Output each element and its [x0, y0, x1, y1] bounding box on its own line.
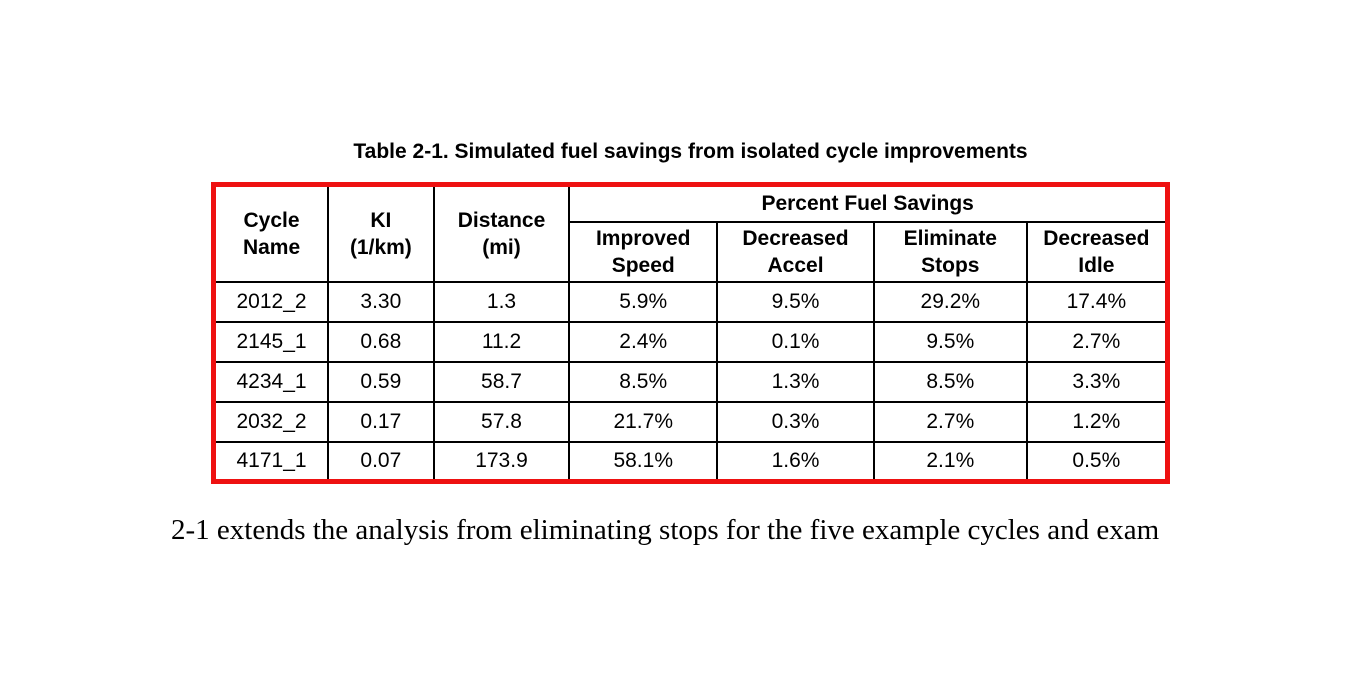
cell-eliminate-stops: 29.2%: [872, 280, 1028, 323]
cell-decreased-idle: 2.7%: [1025, 320, 1169, 363]
cell-decreased-accel: 1.6%: [716, 440, 875, 483]
table-row: 4234_1 0.59 58.7 8.5% 1.3% 8.5% 3.3%: [212, 360, 1169, 403]
header-row-sub: Improved Speed Decreased Accel Eliminate…: [214, 220, 1169, 283]
cell-distance: 1.3: [432, 280, 571, 323]
col-header-decreased-accel: Decreased Accel: [716, 220, 875, 283]
col-header-improved-speed: Improved Speed: [568, 220, 719, 283]
table-row: 2145_1 0.68 11.2 2.4% 0.1% 9.5% 2.7%: [212, 320, 1169, 363]
cell-eliminate-stops: 2.1%: [872, 440, 1028, 483]
table-row: 4171_1 0.07 173.9 58.1% 1.6% 2.1% 0.5%: [212, 440, 1169, 483]
cell-eliminate-stops: 9.5%: [872, 320, 1028, 363]
cell-distance: 58.7: [432, 360, 571, 403]
cell-ki: 0.59: [327, 360, 435, 403]
cell-decreased-accel: 0.1%: [716, 320, 875, 363]
body-text: 2-1 extends the analysis from eliminatin…: [171, 514, 1160, 546]
cell-distance: 11.2: [432, 320, 571, 363]
cell-ki: 0.17: [327, 400, 435, 443]
cell-eliminate-stops: 8.5%: [872, 360, 1028, 403]
group-header-percent-fuel-savings: Percent Fuel Savings: [568, 183, 1169, 223]
cell-decreased-accel: 0.3%: [716, 400, 875, 443]
cell-cycle-name: 2032_2: [212, 400, 330, 443]
cell-cycle-name: 4234_1: [212, 360, 330, 403]
col-header-cycle-name: Cycle Name: [212, 183, 330, 283]
cell-decreased-idle: 0.5%: [1025, 440, 1169, 483]
cell-distance: 173.9: [432, 440, 571, 483]
cell-decreased-accel: 1.3%: [716, 360, 875, 403]
cell-improved-speed: 5.9%: [568, 280, 719, 323]
table-row: 2012_2 3.30 1.3 5.9% 9.5% 29.2% 17.4%: [212, 280, 1169, 323]
table-row: 2032_2 0.17 57.8 21.7% 0.3% 2.7% 1.2%: [212, 400, 1169, 443]
cell-improved-speed: 58.1%: [568, 440, 719, 483]
cell-improved-speed: 21.7%: [568, 400, 719, 443]
cell-improved-speed: 2.4%: [568, 320, 719, 363]
cell-cycle-name: 2145_1: [212, 320, 330, 363]
col-header-eliminate-stops: Eliminate Stops: [872, 220, 1028, 283]
cell-cycle-name: 2012_2: [212, 280, 330, 323]
col-header-ki: KI (1/km): [327, 183, 435, 283]
cell-decreased-idle: 3.3%: [1025, 360, 1169, 403]
cell-cycle-name: 4171_1: [212, 440, 330, 483]
table-caption: Table 2-1. Simulated fuel savings from i…: [353, 140, 1028, 163]
col-header-decreased-idle: Decreased Idle: [1025, 220, 1169, 283]
cell-decreased-accel: 9.5%: [716, 280, 875, 323]
cell-decreased-idle: 1.2%: [1025, 400, 1169, 443]
cell-eliminate-stops: 2.7%: [872, 400, 1028, 443]
cell-ki: 0.68: [327, 320, 435, 363]
cell-ki: 3.30: [327, 280, 435, 323]
cell-ki: 0.07: [327, 440, 435, 483]
col-header-distance: Distance (mi): [432, 183, 571, 283]
cell-decreased-idle: 17.4%: [1025, 280, 1169, 323]
cell-improved-speed: 8.5%: [568, 360, 719, 403]
fuel-savings-table: Cycle Name KI (1/km) Distance (mi) Perce…: [211, 182, 1170, 484]
header-row-group: Cycle Name KI (1/km) Distance (mi) Perce…: [212, 183, 1169, 283]
cell-distance: 57.8: [432, 400, 571, 443]
